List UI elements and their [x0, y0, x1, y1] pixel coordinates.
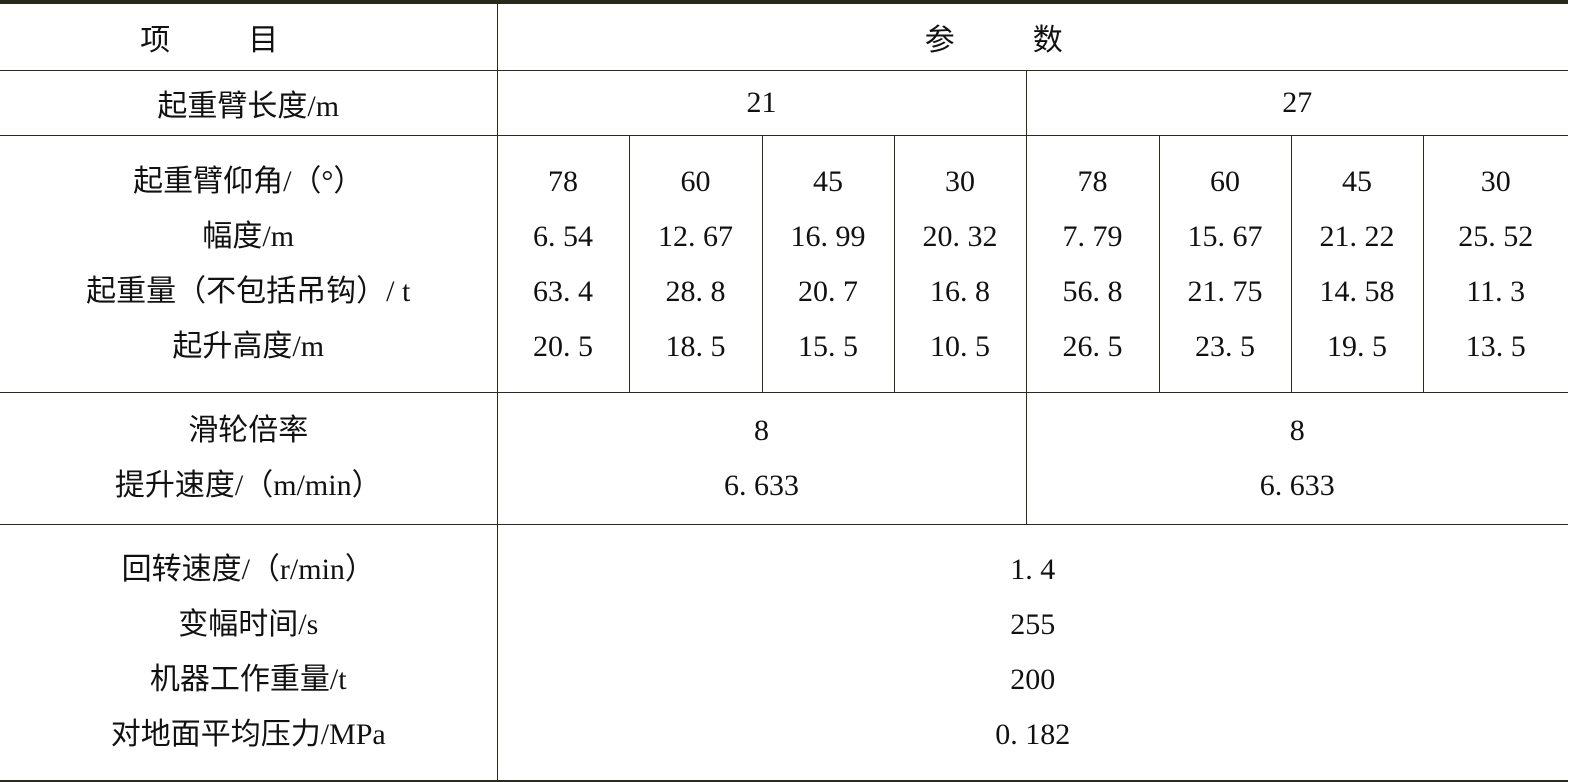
- label-line: 变幅时间/s: [178, 608, 319, 642]
- working-column: 45 21. 22 14. 58 19. 5: [1290, 134, 1424, 393]
- working-column: 78 7. 79 56. 8 26. 5: [1025, 134, 1160, 393]
- value-line: 8: [1289, 414, 1305, 447]
- boom-length-27: 27: [1025, 69, 1568, 136]
- value-line: 8: [754, 414, 769, 447]
- label-line: 起重臂仰角/（°）: [133, 164, 364, 198]
- value-line: 56. 8: [1062, 274, 1123, 308]
- value-line: 20. 7: [798, 274, 858, 308]
- row-label: 起重臂长度/m: [0, 69, 498, 136]
- label-line: 幅度/m: [202, 219, 295, 253]
- header-param-text: 参数: [924, 23, 1141, 57]
- value-line: 63. 4: [533, 274, 593, 308]
- working-column: 30 25. 52 11. 3 13. 5: [1422, 134, 1568, 393]
- value-line: 18. 5: [665, 329, 726, 363]
- value-line: 30: [945, 164, 975, 198]
- value-line: 60: [1210, 164, 1240, 198]
- value-line: 6. 633: [724, 469, 799, 502]
- value-line: 28. 8: [665, 274, 726, 308]
- working-column: 45 16. 99 20. 7 15. 5: [761, 134, 895, 393]
- header-item-text: 项目: [140, 23, 357, 57]
- value-line: 20. 32: [922, 219, 998, 253]
- label-line: 对地面平均压力/MPa: [110, 718, 386, 752]
- label-line: 机器工作重量/t: [149, 663, 347, 697]
- label-line: 起升高度/m: [172, 329, 325, 363]
- value-line: 78: [548, 164, 578, 198]
- value-line: 0. 182: [995, 718, 1071, 752]
- value-line: 23. 5: [1195, 329, 1255, 363]
- value-line: 15. 67: [1187, 219, 1263, 253]
- boom-length-row: 起重臂长度/m 21 27: [0, 69, 1568, 136]
- value-line: 255: [1010, 608, 1056, 642]
- label-line: 起重量（不包括吊钩）/ t: [86, 274, 411, 308]
- value-line: 13. 5: [1465, 329, 1526, 363]
- value-line: 26. 5: [1062, 329, 1123, 363]
- value-line: 1. 4: [1010, 553, 1056, 587]
- value-line: 200: [1010, 663, 1056, 697]
- value-line: 7. 79: [1062, 219, 1123, 253]
- value-line: 60: [680, 164, 711, 198]
- pulley-values-21: 8 6. 633: [496, 391, 1027, 525]
- working-row: 起重臂仰角/（°） 幅度/m 起重量（不包括吊钩）/ t 起升高度/m 78 6.…: [0, 134, 1568, 393]
- value-line: 12. 67: [658, 219, 733, 253]
- value-line: 78: [1077, 164, 1108, 198]
- row-label: 起重臂仰角/（°） 幅度/m 起重量（不包括吊钩）/ t 起升高度/m: [0, 134, 498, 393]
- value-line: 16. 8: [930, 274, 990, 308]
- value-line: 6. 633: [1259, 469, 1335, 502]
- value-line: 30: [1480, 164, 1511, 198]
- working-column: 78 6. 54 63. 4 20. 5: [496, 134, 630, 393]
- label-line: 回转速度/（r/min）: [121, 553, 375, 587]
- value-line: 45: [1342, 164, 1372, 198]
- label-line: 滑轮倍率: [188, 414, 309, 447]
- header-row: 项目 参数: [0, 0, 1568, 71]
- value-line: 15. 5: [798, 329, 858, 363]
- header-param: 参数: [496, 0, 1568, 71]
- general-row: 回转速度/（r/min） 变幅时间/s 机器工作重量/t 对地面平均压力/MPa…: [0, 523, 1568, 782]
- value-line: 14. 58: [1319, 274, 1395, 308]
- value-line: 16. 99: [790, 219, 866, 253]
- pulley-row: 滑轮倍率 提升速度/（m/min） 8 6. 633 8 6. 633: [0, 391, 1568, 525]
- value-line: 6. 54: [533, 219, 593, 253]
- header-item: 项目: [0, 0, 498, 71]
- working-column: 30 20. 32 16. 8 10. 5: [893, 134, 1027, 393]
- boom-length-21: 21: [496, 69, 1027, 136]
- working-column: 60 12. 67 28. 8 18. 5: [628, 134, 763, 393]
- value-line: 20. 5: [533, 329, 593, 363]
- value-line: 19. 5: [1327, 329, 1387, 363]
- pulley-values-27: 8 6. 633: [1025, 391, 1568, 525]
- value-line: 45: [813, 164, 843, 198]
- general-values: 1. 4 255 200 0. 182: [496, 523, 1568, 782]
- row-label: 回转速度/（r/min） 变幅时间/s 机器工作重量/t 对地面平均压力/MPa: [0, 523, 498, 782]
- value-line: 21. 22: [1319, 219, 1395, 253]
- value-line: 11. 3: [1466, 274, 1526, 308]
- working-column: 60 15. 67 21. 75 23. 5: [1158, 134, 1292, 393]
- value-line: 10. 5: [930, 329, 990, 363]
- label-line: 提升速度/（m/min）: [114, 469, 382, 502]
- row-label: 滑轮倍率 提升速度/（m/min）: [0, 391, 498, 525]
- value-line: 21. 75: [1187, 274, 1263, 308]
- value-line: 25. 52: [1458, 219, 1534, 253]
